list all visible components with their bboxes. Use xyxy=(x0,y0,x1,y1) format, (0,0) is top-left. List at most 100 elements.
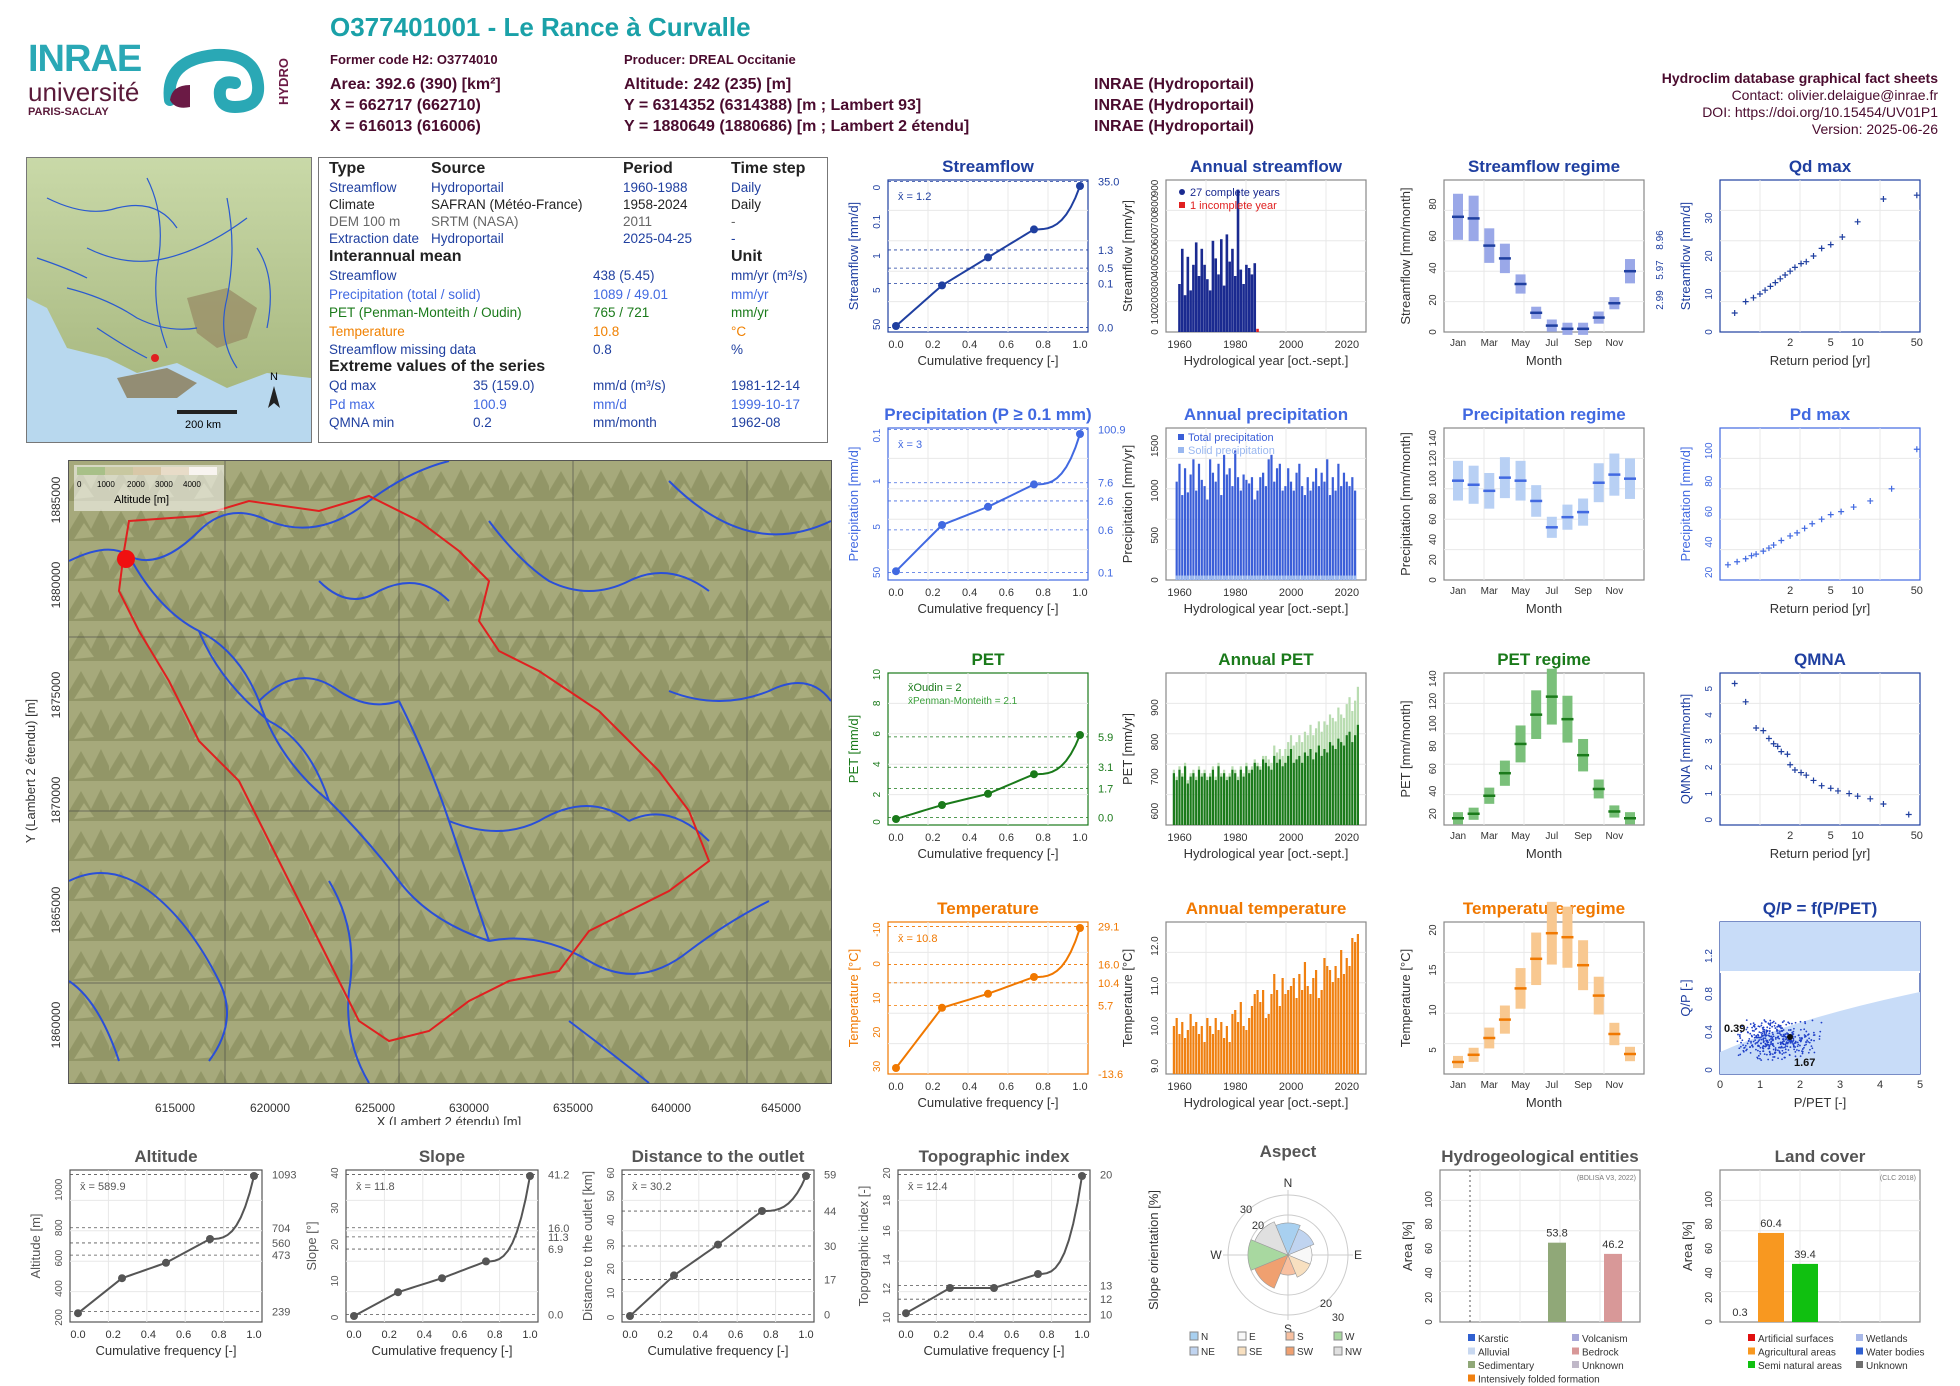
qp-point xyxy=(1784,1035,1787,1038)
y-tick: 30 xyxy=(1704,212,1715,224)
qp-point xyxy=(1764,1037,1767,1040)
ann-p-solid-bar xyxy=(1334,575,1337,580)
qp-point xyxy=(1760,1031,1762,1034)
ann-q-bar xyxy=(1211,240,1215,332)
map-x-tick: 615000 xyxy=(155,1101,195,1115)
qp-point xyxy=(1736,1040,1739,1043)
y-tick: 0 xyxy=(1704,1319,1715,1325)
ann-p-bar xyxy=(1303,495,1307,580)
qp-point xyxy=(1783,1035,1785,1038)
x-axis-label: Cumulative frequency [-] xyxy=(372,1343,513,1358)
plot-frame xyxy=(69,1169,263,1323)
qmna-point xyxy=(1880,801,1887,808)
ann-pet-oudin-bar xyxy=(1172,773,1175,825)
ann-p-bar xyxy=(1281,490,1284,580)
ann-p-solid-bar xyxy=(1270,575,1273,580)
ann-q-bar xyxy=(1247,268,1251,332)
aspect-ring-label: 20 xyxy=(1252,1220,1264,1232)
ann-t-bar xyxy=(1306,986,1309,1074)
mean-value: 765 / 721 xyxy=(593,305,650,320)
x-tick: Jul xyxy=(1545,338,1558,349)
x-tick: Mar xyxy=(1481,586,1499,597)
qp-point xyxy=(1751,1045,1754,1048)
qp-point xyxy=(1782,1038,1784,1041)
page-title: O377401001 - Le Rance à Curvalle xyxy=(330,12,751,42)
x-tick: 0.0 xyxy=(70,1329,85,1341)
source-3: INRAE (Hydroportail) xyxy=(1094,118,1254,135)
qp-point xyxy=(1793,1042,1796,1045)
y-tick: 300 xyxy=(1150,275,1161,292)
x-tick: 0.2 xyxy=(925,587,940,599)
qp-point xyxy=(1776,1025,1779,1028)
x-axis-label: Return period [yr] xyxy=(1770,353,1870,368)
y-axis-label: Temperature [°C] xyxy=(846,949,861,1047)
right-tick: 16.0 xyxy=(548,1223,569,1235)
altitude-header: Altitude: 242 (235) [m] xyxy=(624,76,792,93)
qp-point xyxy=(1763,1032,1766,1035)
qp-point xyxy=(1738,1047,1741,1050)
x-axis-label: Cumulative frequency [-] xyxy=(96,1343,237,1358)
qp-point xyxy=(1808,1037,1811,1040)
contact: Contact: olivier.delaigue@inrae.fr xyxy=(1731,87,1938,103)
qp-point xyxy=(1781,1058,1783,1061)
ann-t-bar xyxy=(1289,986,1293,1074)
x-tick: 2000 xyxy=(1279,587,1303,599)
x-axis-label: Return period [yr] xyxy=(1770,601,1870,616)
ann-p-bar xyxy=(1192,459,1195,580)
right-tick: 7.6 xyxy=(1098,478,1113,490)
y-axis-label: PET [mm/month] xyxy=(1398,700,1413,797)
qp-point xyxy=(1783,1040,1786,1043)
x-tick: 2 xyxy=(1787,337,1793,349)
ann-t-bar xyxy=(1320,990,1323,1074)
x-axis-label: Hydrological year [oct.-sept.] xyxy=(1184,353,1349,368)
slope-point xyxy=(350,1312,358,1320)
y-tick: 60 xyxy=(1704,506,1715,518)
qp-point xyxy=(1750,1040,1752,1043)
x-tick: 2000 xyxy=(1279,339,1303,351)
ann-p-solid-bar xyxy=(1301,575,1304,580)
y-tick: 0.1 xyxy=(872,428,883,442)
y-tick: 900 xyxy=(1150,179,1161,196)
ann-p-solid-bar xyxy=(1259,575,1262,580)
qp-point xyxy=(1783,1046,1786,1049)
qp-point xyxy=(1787,1041,1790,1044)
ann-t-bar xyxy=(1267,1014,1270,1074)
qp-point xyxy=(1738,1035,1741,1038)
right-tick: 5.97 xyxy=(1655,260,1666,280)
qp-point xyxy=(1778,1037,1781,1040)
x-tick: 2020 xyxy=(1335,339,1359,351)
ann-t-bar xyxy=(1356,934,1359,1074)
x-tick: Jan xyxy=(1450,831,1466,842)
right-tick: 2.6 xyxy=(1098,496,1113,508)
extreme-unit: mm/d xyxy=(593,396,627,412)
aspect-wedge xyxy=(1287,1254,1311,1278)
qp-point xyxy=(1788,1029,1790,1031)
ann-pet-oudin-bar xyxy=(1328,742,1332,825)
y-axis-label: Streamflow [mm/d] xyxy=(846,202,861,310)
ann-pet-oudin-bar xyxy=(1175,780,1178,825)
qp-point xyxy=(1783,1020,1785,1022)
map-x-label: X (Lambert 2 étendu) [m] xyxy=(377,1114,522,1125)
reg-p-title: Precipitation regime xyxy=(1462,405,1625,424)
qp-point xyxy=(1784,1045,1787,1047)
y-tick: 400 xyxy=(1150,259,1161,276)
qp-point xyxy=(1759,1046,1762,1049)
qp-point xyxy=(1762,1028,1764,1031)
qp-point xyxy=(1762,1037,1765,1040)
qp-point xyxy=(1812,1034,1815,1036)
altitude-legend: 0 1000 2000 3000 4000 Altitude [m] xyxy=(74,465,224,511)
qp-point xyxy=(1768,1044,1771,1047)
ann-p-bar xyxy=(1209,459,1212,580)
qp-point xyxy=(1773,1056,1776,1058)
mean-value: 10.8 xyxy=(593,323,620,339)
qp-point xyxy=(1807,1051,1810,1054)
aspect-ring-label: 20 xyxy=(1320,1298,1332,1310)
aspect-legend-label: W xyxy=(1345,1332,1355,1343)
x-tick: 1980 xyxy=(1223,339,1247,351)
ann-p-bar xyxy=(1248,483,1251,580)
ann-pet-oudin-bar xyxy=(1231,769,1234,825)
mean-name: Streamflow xyxy=(329,268,397,283)
extreme-date: 1981-12-14 xyxy=(731,378,801,393)
x-tick: 3 xyxy=(1837,1079,1843,1091)
ann-p-bar xyxy=(1259,477,1262,580)
